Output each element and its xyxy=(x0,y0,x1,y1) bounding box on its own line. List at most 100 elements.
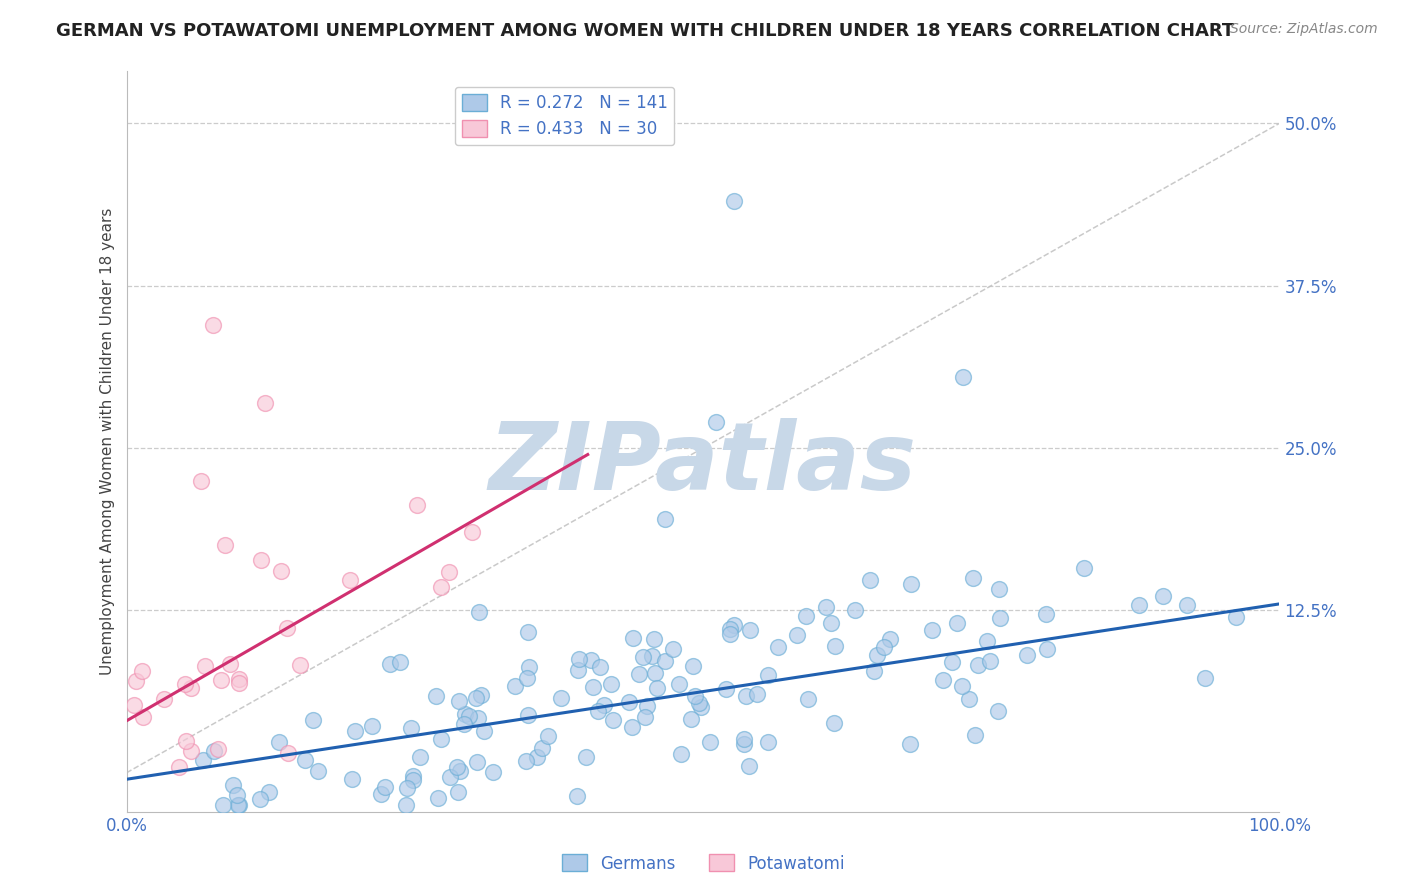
Point xyxy=(449,764,471,779)
Point xyxy=(437,565,460,579)
Point xyxy=(756,668,779,682)
Point xyxy=(740,623,762,637)
Point xyxy=(1015,648,1038,663)
Point xyxy=(900,576,922,591)
Point xyxy=(405,498,427,512)
Point xyxy=(190,474,212,488)
Point xyxy=(634,710,657,724)
Point xyxy=(516,671,538,685)
Point xyxy=(395,781,418,796)
Point xyxy=(945,616,967,631)
Point xyxy=(631,650,654,665)
Point xyxy=(671,747,693,761)
Point xyxy=(449,693,471,707)
Point xyxy=(820,615,842,630)
Point xyxy=(388,655,411,669)
Point xyxy=(125,674,148,689)
Point xyxy=(464,690,486,705)
Point xyxy=(600,677,623,691)
Point xyxy=(202,743,225,757)
Point xyxy=(962,571,984,585)
Point xyxy=(276,620,298,634)
Point xyxy=(173,677,195,691)
Point xyxy=(257,784,280,798)
Point xyxy=(167,760,190,774)
Point xyxy=(683,690,706,704)
Point xyxy=(425,689,447,703)
Point xyxy=(654,654,676,668)
Point xyxy=(370,788,392,802)
Point xyxy=(723,194,745,209)
Point xyxy=(1175,598,1198,612)
Point xyxy=(654,512,676,526)
Point xyxy=(988,610,1011,624)
Point xyxy=(468,605,491,619)
Point xyxy=(402,768,425,782)
Point xyxy=(824,639,846,653)
Point xyxy=(965,728,987,742)
Point xyxy=(270,564,292,578)
Point xyxy=(593,698,616,712)
Point xyxy=(967,657,990,672)
Point xyxy=(180,681,202,695)
Point xyxy=(941,655,963,669)
Point xyxy=(988,582,1011,596)
Point xyxy=(222,778,245,792)
Point xyxy=(814,599,837,614)
Point xyxy=(474,723,496,738)
Point xyxy=(627,666,650,681)
Point xyxy=(530,741,553,756)
Point xyxy=(745,687,768,701)
Point xyxy=(950,679,973,693)
Point xyxy=(550,690,572,705)
Point xyxy=(228,672,250,686)
Point xyxy=(228,675,250,690)
Point xyxy=(718,622,741,636)
Point xyxy=(207,742,229,756)
Point xyxy=(250,552,273,566)
Text: ZIPatlas: ZIPatlas xyxy=(489,417,917,509)
Point xyxy=(503,679,526,693)
Point xyxy=(447,785,470,799)
Point xyxy=(723,618,745,632)
Point xyxy=(617,695,640,709)
Point xyxy=(467,711,489,725)
Point xyxy=(290,657,312,672)
Point xyxy=(1194,671,1216,685)
Point xyxy=(1035,607,1057,621)
Point xyxy=(979,654,1001,668)
Point xyxy=(131,664,153,678)
Point xyxy=(681,712,703,726)
Point xyxy=(174,734,197,748)
Point xyxy=(267,735,290,749)
Point xyxy=(567,663,589,677)
Point xyxy=(132,709,155,723)
Point xyxy=(766,640,789,654)
Point xyxy=(863,664,886,678)
Point xyxy=(844,602,866,616)
Point xyxy=(898,737,921,751)
Point xyxy=(209,673,232,688)
Point xyxy=(430,732,453,747)
Point xyxy=(515,755,537,769)
Point xyxy=(526,750,548,764)
Point xyxy=(602,713,624,727)
Point xyxy=(1152,589,1174,603)
Point xyxy=(921,624,943,638)
Point xyxy=(621,631,644,645)
Point xyxy=(470,688,492,702)
Point xyxy=(180,744,202,758)
Point xyxy=(211,798,233,813)
Point xyxy=(575,750,598,764)
Point xyxy=(879,632,901,646)
Point xyxy=(374,780,396,794)
Point xyxy=(202,318,225,332)
Point xyxy=(446,760,468,774)
Point xyxy=(194,658,217,673)
Point xyxy=(704,415,727,429)
Point xyxy=(454,707,477,722)
Point xyxy=(249,792,271,806)
Point xyxy=(191,753,214,767)
Point xyxy=(409,750,432,764)
Point xyxy=(644,666,666,681)
